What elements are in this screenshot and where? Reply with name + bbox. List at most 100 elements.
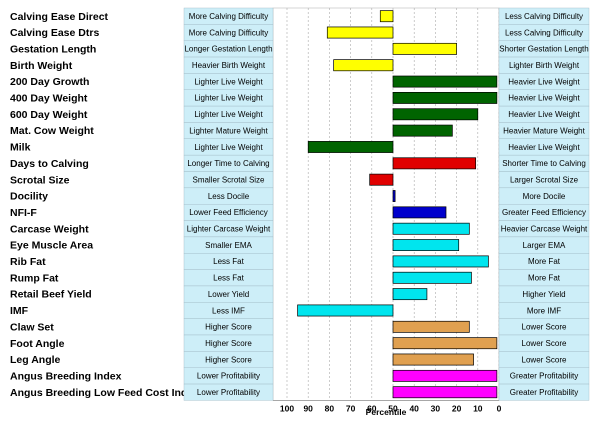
left-description: Longer Time to Calving	[187, 159, 269, 168]
right-description: Larger EMA	[523, 241, 566, 250]
left-description: Lighter Live Weight	[194, 110, 263, 119]
right-description: Less Calving Difficulty	[505, 28, 583, 37]
bar	[392, 288, 428, 301]
chart-row: Eye Muscle Area Smaller EMA Larger EMA	[10, 236, 590, 254]
chart-row: Foot Angle Higher Score Lower Score	[10, 334, 590, 352]
chart-row: Milk Lighter Live Weight Heavier Live Weig…	[10, 138, 590, 156]
trait-label: Angus Breeding Low Feed Cost Index	[10, 387, 199, 399]
x-tick-label: 100	[280, 403, 294, 413]
x-tick-label: 70	[346, 403, 356, 413]
chart-row: Docility Less Docile More Docile	[10, 187, 590, 205]
bar	[392, 271, 472, 284]
trait-label: Rump Fat	[10, 272, 59, 284]
bar	[307, 141, 394, 153]
right-description: Heavier Live Weight	[508, 77, 580, 86]
bar	[392, 255, 489, 268]
right-description: Greater Profitability	[510, 388, 578, 397]
chart-row: 400 Day Weight Lighter Live Weight Heavier…	[10, 89, 590, 107]
left-description: Lower Feed Efficiency	[189, 208, 268, 217]
right-description: Greater Profitability	[510, 372, 578, 381]
left-description: Less IMF	[212, 306, 245, 315]
trait-label: Retail Beef Yield	[10, 289, 92, 301]
bar	[392, 369, 498, 382]
x-tick-label: 80	[325, 403, 335, 413]
x-tick-label: 30	[431, 403, 441, 413]
trait-label: Days to Calving	[10, 158, 89, 170]
right-description: Shorter Gestation Length	[499, 45, 588, 54]
chart-row: Calving Ease Direct More Calving Difficul…	[10, 7, 590, 25]
trait-label: NFI-F	[10, 207, 37, 219]
right-description: More Fat	[528, 274, 561, 283]
trait-label: Docility	[10, 191, 48, 203]
left-description: Lower Profitability	[197, 388, 260, 397]
trait-label: Foot Angle	[10, 338, 65, 350]
left-description: Lighter Carcase Weight	[187, 225, 271, 234]
x-tick-label: 10	[473, 403, 483, 413]
x-tick-label: 0	[497, 403, 502, 413]
right-description-box	[498, 383, 590, 401]
bar	[297, 304, 394, 317]
chart-row: Gestation Length Longer Gestation Length S…	[10, 40, 590, 58]
chart-row: 200 Day Growth Lighter Live Weight Heavier…	[10, 73, 590, 90]
bar	[379, 10, 394, 23]
chart-row: Claw Set Higher Score Lower Score	[10, 318, 590, 336]
right-description: Heavier Live Weight	[508, 94, 580, 103]
x-tick-label: 20	[452, 403, 462, 413]
right-description: Heavier Mature Weight	[503, 126, 585, 135]
bar	[392, 42, 457, 55]
left-description: Lower Profitability	[197, 372, 260, 381]
plot-background	[272, 7, 500, 401]
trait-label: Carcase Weight	[10, 223, 89, 235]
chart-row: NFI-F Lower Feed Efficiency Greater Feed E…	[10, 203, 590, 221]
chart-row: Angus Breeding Low Feed Cost IndexLower …	[10, 383, 590, 401]
left-description: Smaller EMA	[205, 241, 252, 250]
right-description: Heavier Live Weight	[508, 143, 580, 152]
bar	[392, 320, 470, 333]
right-description: Lighter Birth Weight	[509, 61, 580, 70]
trait-label: Calving Ease Direct	[10, 11, 109, 23]
trait-label: Claw Set	[10, 321, 54, 333]
right-description: Shorter Time to Calving	[502, 159, 586, 168]
left-description: Higher Score	[205, 323, 252, 332]
trait-label: Gestation Length	[10, 43, 96, 55]
trait-label: 600 Day Weight	[10, 109, 88, 121]
trait-label: Angus Breeding Index	[10, 370, 122, 382]
right-description: Larger Scrotal Size	[510, 175, 579, 184]
bar	[392, 190, 396, 202]
right-description: Heavier Live Weight	[508, 110, 580, 119]
right-description: Higher Yield	[522, 290, 565, 299]
left-description: Lighter Live Weight	[194, 94, 263, 103]
left-description: Smaller Scrotal Size	[192, 175, 265, 184]
left-description: Less Fat	[213, 274, 244, 283]
plot-area	[272, 7, 500, 401]
trait-label: Rib Fat	[10, 256, 46, 268]
right-description: Greater Feed Efficiency	[502, 208, 586, 217]
chart-row: Carcase Weight Lighter Carcase Weight Heav…	[10, 220, 590, 238]
left-description: Less Fat	[213, 257, 244, 266]
right-description: More IMF	[527, 306, 561, 315]
left-description: Less Docile	[208, 192, 250, 201]
x-axis: 100 90 80 70 60 50 40 30 20 10 0	[273, 400, 502, 413]
x-tick-label: 60	[367, 403, 377, 413]
x-axis-label: Percentile	[366, 407, 407, 417]
left-description: More Calving Difficulty	[189, 12, 268, 21]
left-description: Heavier Birth Weight	[192, 61, 266, 70]
left-description: Lower Yield	[208, 290, 249, 299]
bar	[392, 206, 447, 219]
bar	[392, 75, 498, 88]
trait-label: Calving Ease Dtrs	[10, 27, 99, 39]
x-tick-label: 90	[303, 403, 313, 413]
bar	[392, 91, 498, 104]
right-description: More Fat	[528, 257, 561, 266]
bar	[392, 157, 477, 170]
chart-row: IMF Less IMF More IMF	[10, 302, 590, 319]
left-description: Lighter Live Weight	[194, 77, 263, 86]
chart-row: Retail Beef Yield Lower Yield Higher Yield	[10, 285, 590, 303]
trait-label: 200 Day Growth	[10, 76, 89, 88]
left-description-box	[183, 383, 274, 401]
right-description: Lower Score	[522, 355, 567, 364]
chart-row: 600 Day Weight Lighter Live Weight Heavier…	[10, 105, 590, 123]
chart-row: Leg Angle Higher Score Lower Score	[10, 351, 590, 368]
chart-rows: Calving Ease Direct More Calving Difficul…	[10, 7, 590, 401]
